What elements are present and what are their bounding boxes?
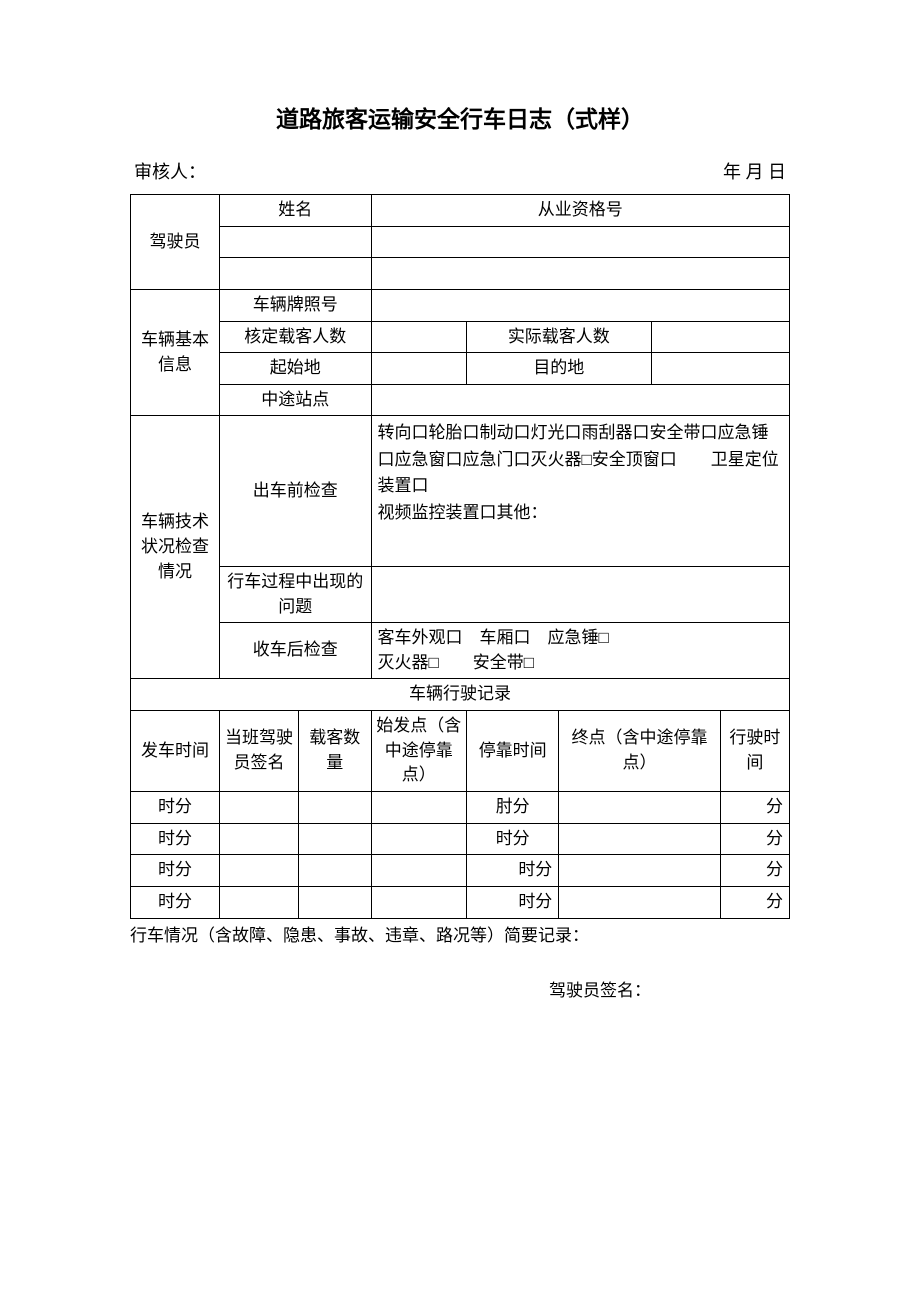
in-trip-issue-label: 行车过程中出现的问题	[219, 566, 371, 622]
midway-label: 中途站点	[219, 384, 371, 416]
tech-check-section: 车辆技术状况检查情况	[131, 416, 220, 679]
name-value-2[interactable]	[219, 258, 371, 290]
driver-sign-cell[interactable]	[219, 855, 298, 887]
meta-row: 审核人： 年 月 日	[130, 158, 790, 184]
record-row: 时分 时分 分	[131, 855, 790, 887]
passenger-count-header: 载客数量	[299, 711, 371, 792]
qualification-label: 从业资格号	[371, 195, 789, 227]
origin-label: 起始地	[219, 353, 371, 385]
depart-cell[interactable]: 时分	[131, 855, 220, 887]
name-label: 姓名	[219, 195, 371, 227]
record-row: 时分 肘分 分	[131, 791, 790, 823]
stop-cell[interactable]: 肘分	[467, 791, 559, 823]
count-cell[interactable]	[299, 886, 371, 918]
name-value-1[interactable]	[219, 226, 371, 258]
depart-time-header: 发车时间	[131, 711, 220, 792]
record-row: 时分 时分 分	[131, 823, 790, 855]
auditor-label: 审核人：	[134, 158, 206, 184]
driver-section: 驾驶员	[131, 195, 220, 290]
depart-cell[interactable]: 时分	[131, 886, 220, 918]
end-point-header: 终点（含中途停靠点）	[559, 711, 720, 792]
stop-cell[interactable]: 时分	[467, 886, 559, 918]
driver-sign-cell[interactable]	[219, 791, 298, 823]
drive-record-header: 车辆行驶记录	[131, 679, 790, 711]
drive-duration-header: 行驶时间	[720, 711, 789, 792]
notes-label: 行车情况（含故障、隐患、事故、违章、路况等）简要记录：	[130, 923, 790, 949]
start-cell[interactable]	[371, 823, 467, 855]
end-cell[interactable]	[559, 855, 720, 887]
record-row: 时分 时分 分	[131, 886, 790, 918]
in-trip-issue-value[interactable]	[371, 566, 789, 622]
end-cell[interactable]	[559, 823, 720, 855]
count-cell[interactable]	[299, 791, 371, 823]
stop-time-header: 停靠时间	[467, 711, 559, 792]
qualification-value-1[interactable]	[371, 226, 789, 258]
capacity-label: 核定载客人数	[219, 321, 371, 353]
destination-value[interactable]	[651, 353, 789, 385]
duration-cell[interactable]: 分	[720, 886, 789, 918]
duration-cell[interactable]: 分	[720, 823, 789, 855]
count-cell[interactable]	[299, 855, 371, 887]
date-label: 年 月 日	[723, 158, 786, 184]
plate-value[interactable]	[371, 289, 789, 321]
start-cell[interactable]	[371, 855, 467, 887]
pre-check-label: 出车前检查	[219, 416, 371, 566]
actual-passengers-value[interactable]	[651, 321, 789, 353]
end-cell[interactable]	[559, 886, 720, 918]
driver-sign-cell[interactable]	[219, 823, 298, 855]
depart-cell[interactable]: 时分	[131, 791, 220, 823]
duty-driver-header: 当班驾驶员签名	[219, 711, 298, 792]
start-cell[interactable]	[371, 791, 467, 823]
depart-cell[interactable]: 时分	[131, 823, 220, 855]
stop-cell[interactable]: 时分	[467, 855, 559, 887]
start-cell[interactable]	[371, 886, 467, 918]
stop-cell[interactable]: 时分	[467, 823, 559, 855]
document-title: 道路旅客运输安全行车日志（式样）	[130, 100, 790, 134]
pre-check-content[interactable]: 转向口轮胎口制动口灯光口雨刮器口安全带口应急锤口应急窗口应急门口灭火器□安全顶窗…	[371, 416, 789, 566]
vehicle-base-section: 车辆基本信息	[131, 289, 220, 416]
end-cell[interactable]	[559, 791, 720, 823]
main-table: 驾驶员 姓名 从业资格号 车辆基本信息 车辆牌照号 核定载客人数 实际载客人数 …	[130, 194, 790, 919]
duration-cell[interactable]: 分	[720, 791, 789, 823]
capacity-value[interactable]	[371, 321, 467, 353]
post-check-label: 收车后检查	[219, 623, 371, 679]
start-point-header: 始发点（含中途停靠点）	[371, 711, 467, 792]
actual-passengers-label: 实际载客人数	[467, 321, 652, 353]
qualification-value-2[interactable]	[371, 258, 789, 290]
driver-sign-cell[interactable]	[219, 886, 298, 918]
plate-label: 车辆牌照号	[219, 289, 371, 321]
driver-sign-label: 驾驶员签名：	[130, 976, 790, 1001]
destination-label: 目的地	[467, 353, 652, 385]
midway-value[interactable]	[371, 384, 789, 416]
post-check-content[interactable]: 客车外观口 车厢口 应急锤□灭火器□ 安全带□	[371, 623, 789, 679]
origin-value[interactable]	[371, 353, 467, 385]
count-cell[interactable]	[299, 823, 371, 855]
duration-cell[interactable]: 分	[720, 855, 789, 887]
